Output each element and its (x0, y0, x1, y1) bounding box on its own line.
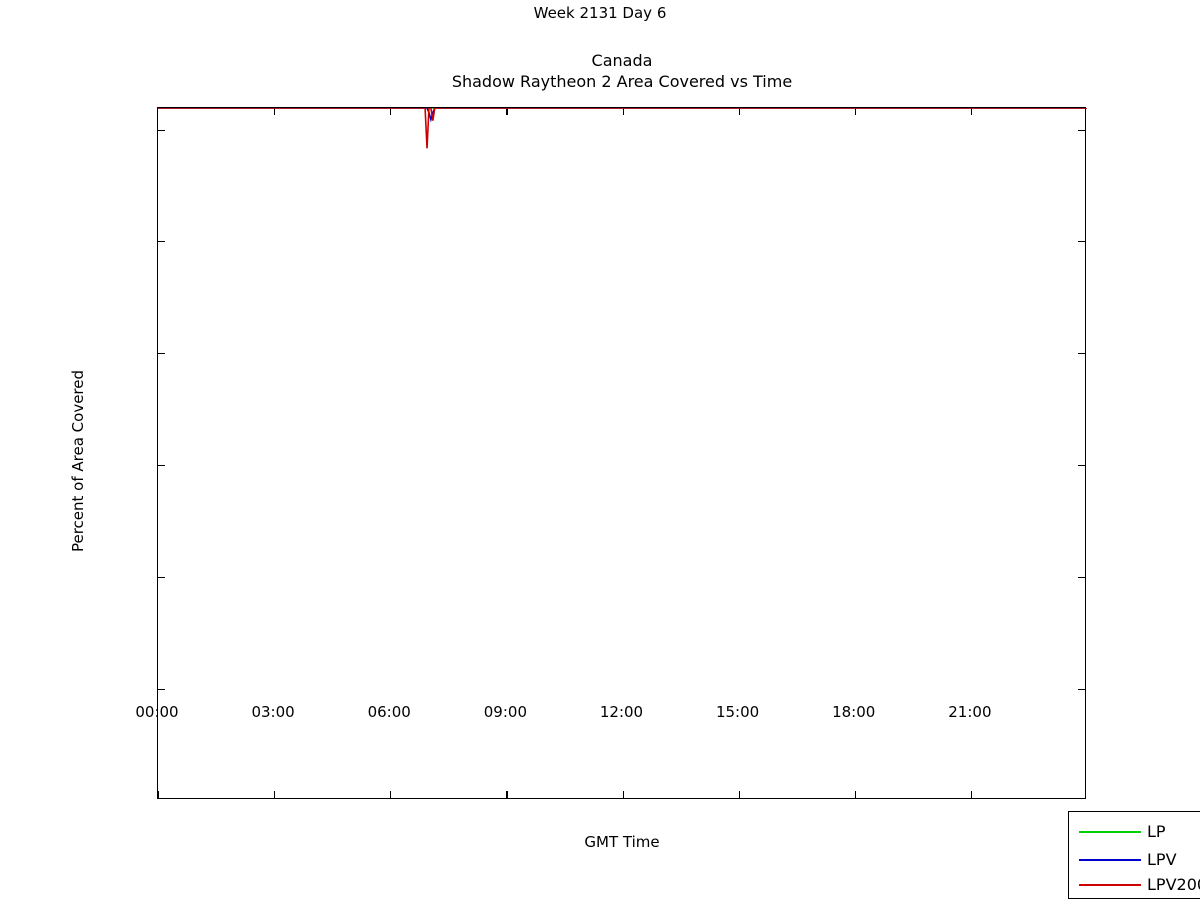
y-tick-right-70 (1078, 464, 1085, 466)
x-tick-1800 (854, 791, 856, 798)
legend-swatch-1 (1079, 859, 1141, 861)
x-tick-1500 (738, 791, 740, 798)
x-tick-0300 (274, 791, 276, 798)
x-ticklabel-2100: 21:00 (948, 703, 992, 721)
x-ticklabel-1500: 15:00 (715, 703, 760, 721)
chart-title: Canada Shadow Raytheon 2 Area Covered vs… (157, 50, 1087, 92)
x-tick-top-0600 (390, 108, 392, 115)
x-tick-1200 (622, 791, 624, 798)
x-tick-top-0900 (506, 108, 508, 115)
series-line-LPV (158, 108, 1087, 123)
y-tick-100 (158, 129, 165, 131)
y-tick-80 (158, 353, 165, 355)
x-ticklabel-0900: 09:00 (483, 703, 527, 721)
x-ticklabel-0300: 03:00 (251, 703, 295, 721)
x-tick-top-2100 (970, 108, 973, 115)
y-tick-70 (158, 464, 165, 466)
series-group (158, 108, 1087, 149)
x-tick-top-1200 (622, 108, 624, 115)
x-tick-0600 (390, 791, 392, 798)
series-line-LPV200 (158, 108, 1087, 149)
series-plot (158, 108, 1087, 149)
x-tick-0000 (158, 791, 160, 798)
x-tick-top-0300 (274, 108, 276, 115)
page-title: Week 2131 Day 6 (533, 4, 667, 22)
legend-item-0: LP (1069, 818, 1200, 846)
y-tick-50 (158, 688, 165, 690)
x-tick-0900 (506, 791, 508, 798)
x-tick-top-1800 (854, 108, 856, 115)
legend-label-0: LP (1147, 822, 1166, 841)
legend-swatch-0 (1079, 831, 1141, 833)
y-tick-right-60 (1078, 576, 1085, 578)
legend-item-1: LPV (1069, 846, 1200, 874)
chart-title-line1: Canada (591, 51, 653, 70)
x-tick-top-1500 (738, 108, 740, 115)
y-tick-90 (158, 241, 165, 243)
x-ticklabel-1200: 12:00 (599, 703, 644, 721)
legend-swatch-2 (1079, 884, 1141, 886)
x-ticklabel-0600: 06:00 (367, 703, 411, 721)
x-ticklabel-1800: 18:00 (832, 703, 876, 721)
y-axis-label: Percent of Area Covered (69, 369, 87, 553)
legend-label-1: LPV (1147, 850, 1177, 869)
y-tick-right-100 (1078, 129, 1085, 131)
y-tick-60 (158, 576, 165, 578)
y-tick-right-80 (1078, 353, 1085, 355)
x-tick-2100 (970, 791, 973, 798)
y-tick-right-50 (1078, 688, 1085, 690)
x-axis-label: GMT Time (584, 833, 660, 851)
chart-title-line2: Shadow Raytheon 2 Area Covered vs Time (451, 72, 793, 91)
x-ticklabel-0000: 00:00 (135, 703, 179, 721)
y-tick-right-90 (1078, 241, 1085, 243)
